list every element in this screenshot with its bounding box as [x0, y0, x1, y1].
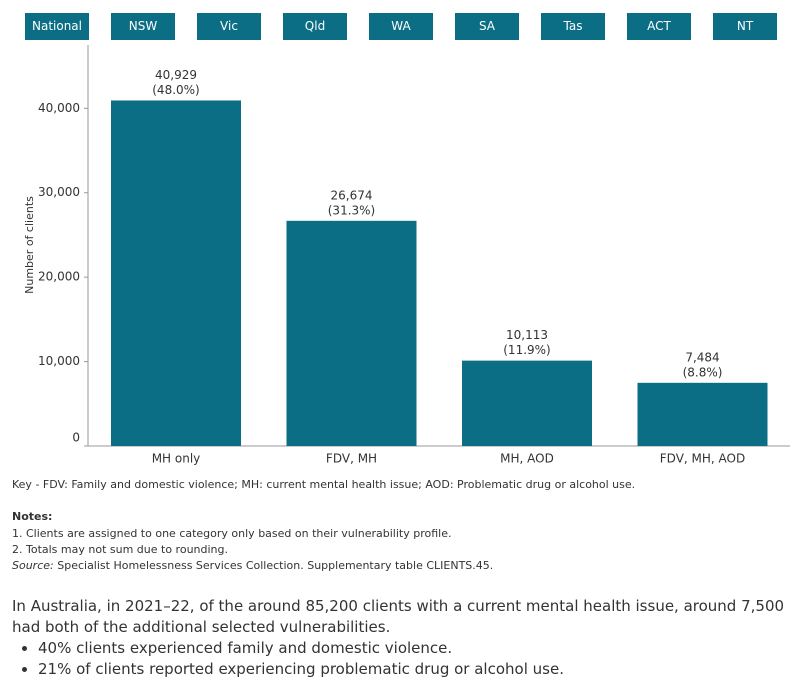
- x-tick-label: MH only: [152, 452, 201, 466]
- share-label: (31.3%): [328, 203, 375, 217]
- tab[interactable]: NT: [713, 13, 777, 40]
- tab[interactable]: Qld: [283, 13, 347, 40]
- x-tick-label: MH, AOD: [500, 452, 554, 466]
- summary-text: In Australia, in 2021–22, of the around …: [12, 597, 785, 636]
- value-label: 7,484: [685, 350, 719, 364]
- y-tick-label: 0: [72, 431, 80, 445]
- bullet: 21% of clients reported experiencing pro…: [38, 659, 792, 680]
- bar: [111, 100, 241, 446]
- source-label: Source:: [12, 559, 54, 572]
- y-axis-label: Number of clients: [23, 196, 36, 294]
- tab[interactable]: ACT: [627, 13, 691, 40]
- source-text: Specialist Homelessness Services Collect…: [57, 559, 494, 572]
- source: Source: Specialist Homelessness Services…: [12, 559, 493, 572]
- tab[interactable]: NSW: [111, 13, 175, 40]
- tab[interactable]: Tas: [541, 13, 605, 40]
- tab[interactable]: Vic: [197, 13, 261, 40]
- key: Key - FDV: Family and domestic violence;…: [12, 478, 636, 491]
- x-tick-label: FDV, MH: [326, 452, 377, 466]
- tab-bar: National NSW Vic Qld WA SA Tas ACT NT: [0, 0, 800, 50]
- tab[interactable]: National: [25, 13, 89, 40]
- note: 2. Totals may not sum due to rounding.: [12, 543, 228, 556]
- share-label: (48.0%): [152, 83, 199, 97]
- chart: Number of clients 0 10,000 20,000 30,000 40,…: [23, 45, 790, 466]
- share-label: (11.9%): [503, 343, 550, 357]
- y-tick-label: 30,000: [38, 185, 80, 199]
- y-tick-label: 40,000: [38, 101, 80, 115]
- bar: [462, 360, 592, 446]
- bullet-list: 40% clients experienced family and domes…: [12, 638, 792, 680]
- notes-title: Notes:: [12, 510, 53, 523]
- bullet: 40% clients experienced family and domes…: [38, 638, 792, 659]
- value-label: 10,113: [506, 328, 548, 342]
- tab[interactable]: WA: [369, 13, 433, 40]
- y-tick-label: 20,000: [38, 270, 80, 284]
- summary: In Australia, in 2021–22, of the around …: [12, 596, 792, 680]
- x-tick-label: FDV, MH, AOD: [660, 452, 745, 466]
- note: 1. Clients are assigned to one category …: [12, 527, 452, 540]
- y-tick-label: 10,000: [38, 354, 80, 368]
- share-label: (8.8%): [683, 365, 723, 379]
- value-label: 40,929: [155, 68, 197, 82]
- tab[interactable]: SA: [455, 13, 519, 40]
- bar: [286, 220, 417, 446]
- bar: [637, 382, 768, 446]
- value-label: 26,674: [331, 188, 373, 202]
